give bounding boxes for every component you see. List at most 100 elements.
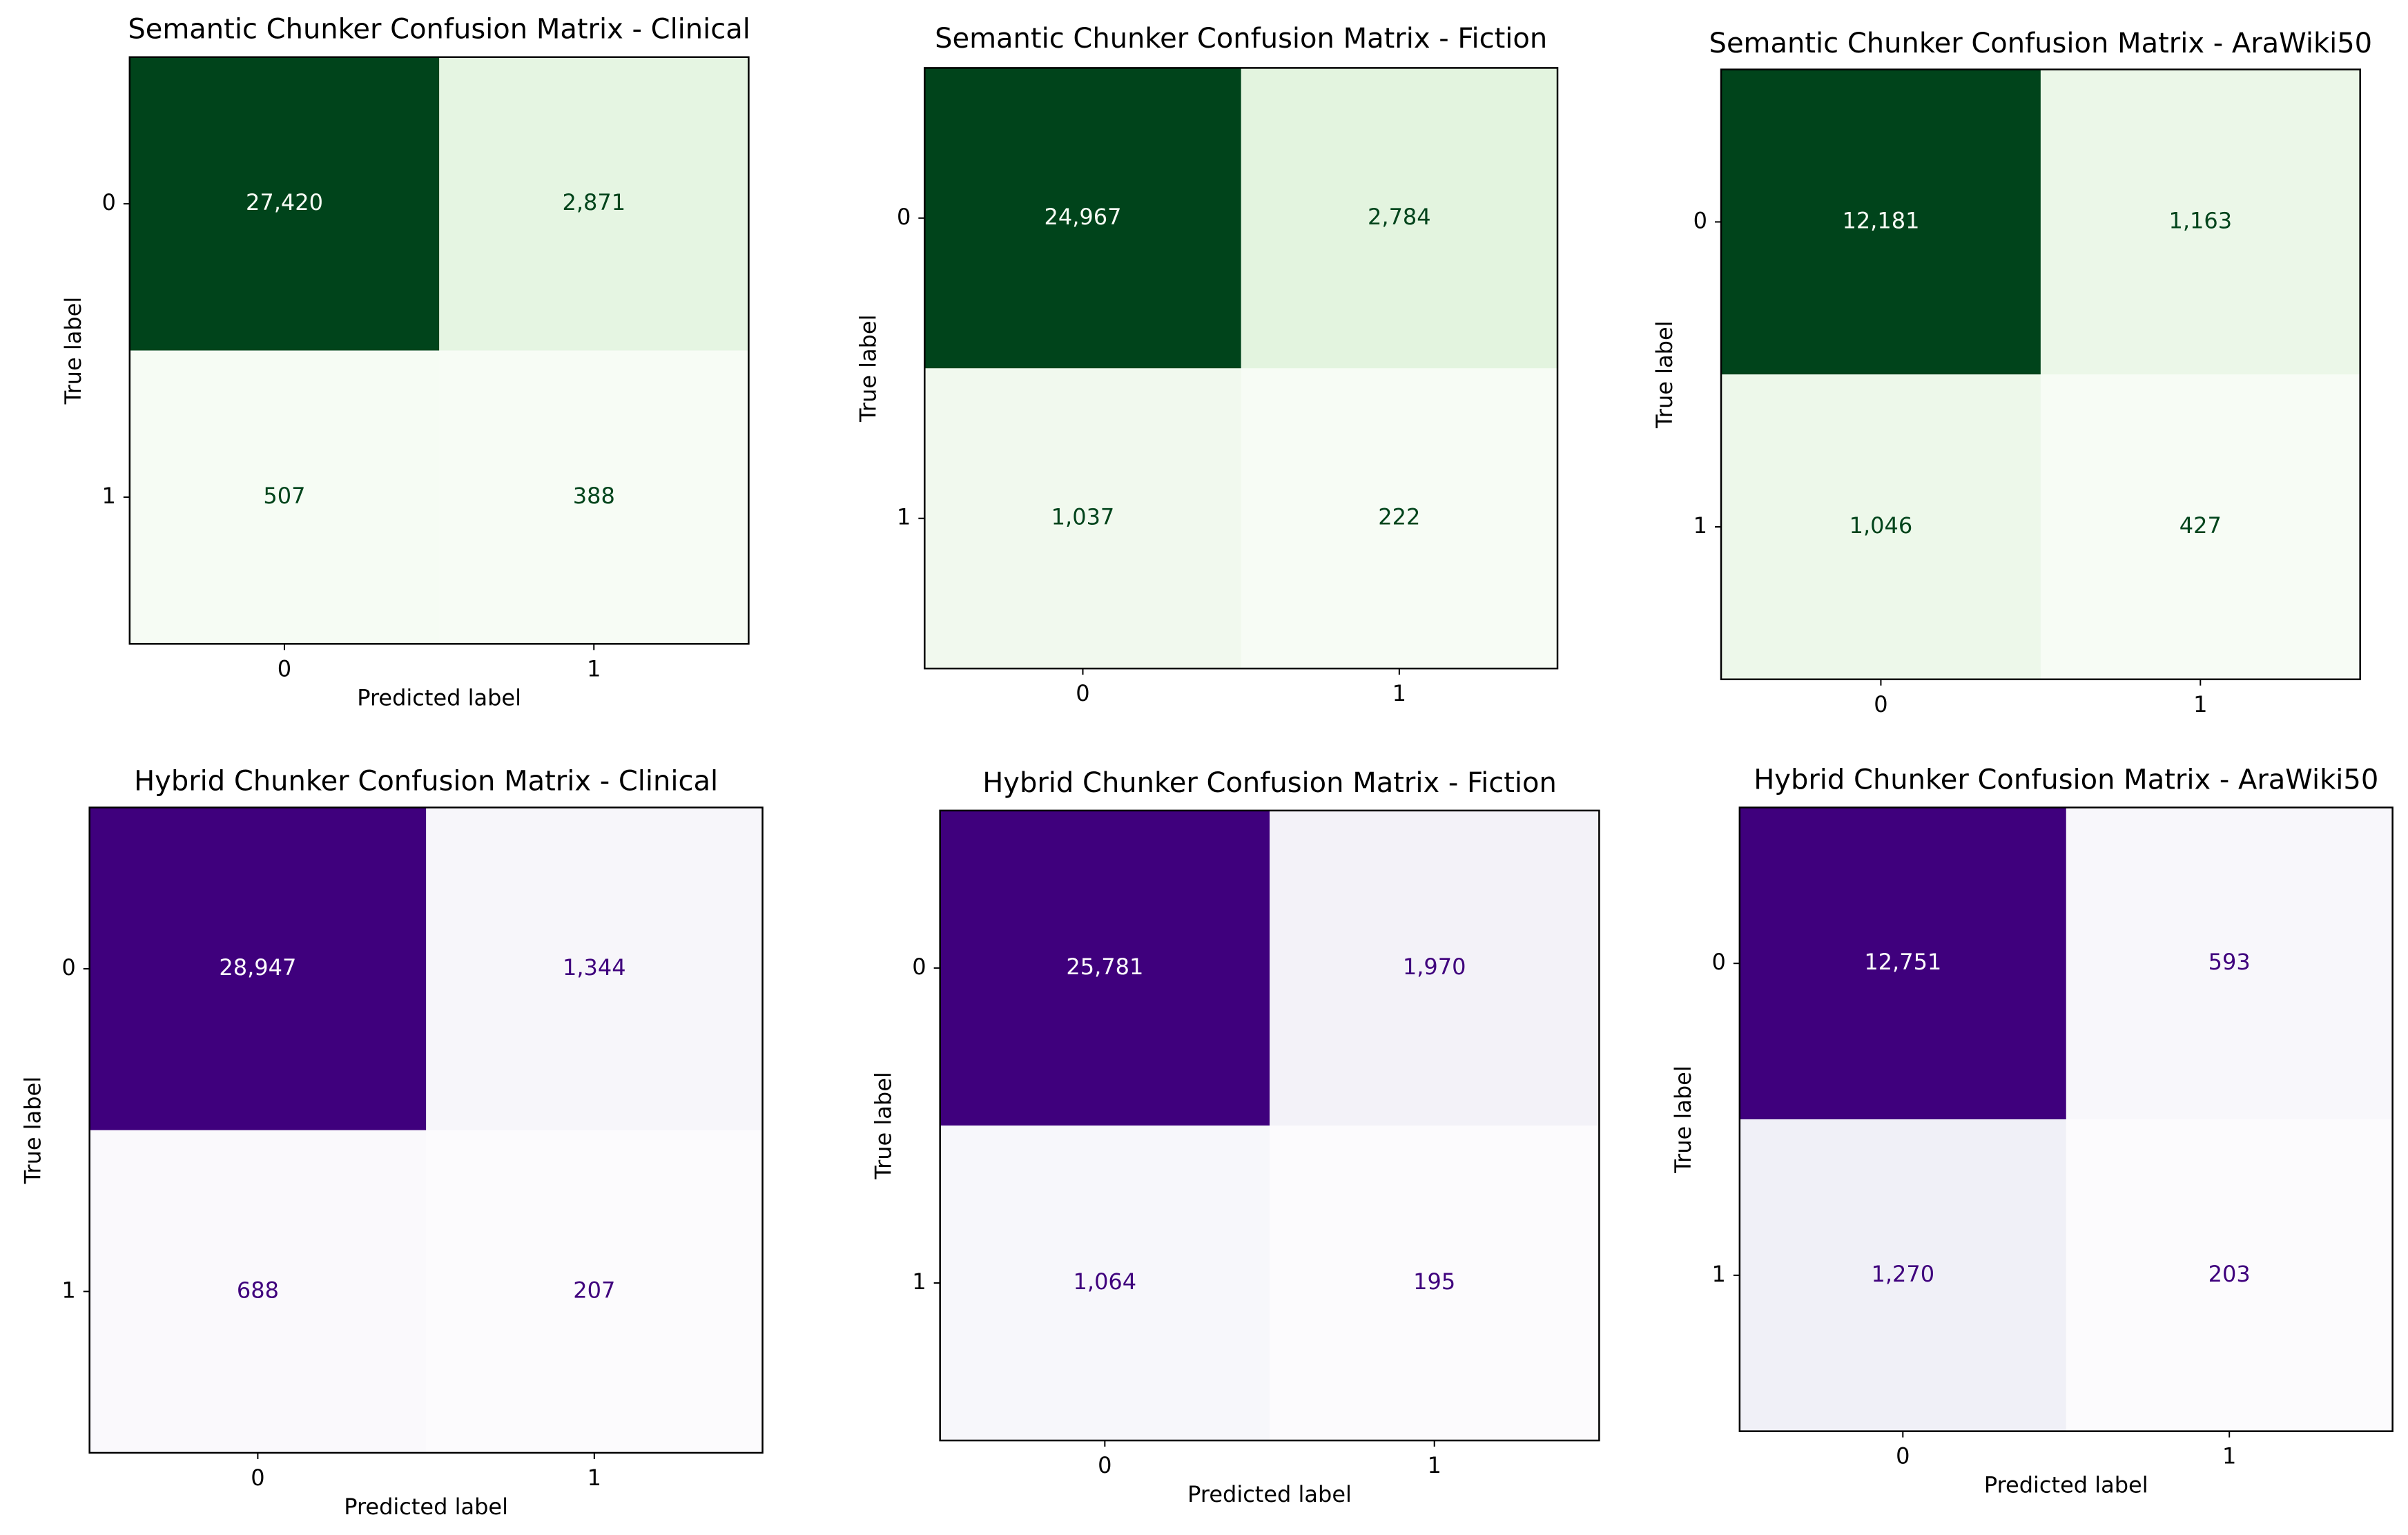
heatmap-cell [1270,1125,1600,1441]
heatmap-cell [89,1130,427,1454]
x-tick-label: 1 [588,1465,601,1491]
cell-value-label: 1,344 [563,954,626,981]
heatmap-panel: Hybrid Chunker Confusion Matrix - AraWik… [1670,764,2394,1498]
x-tick-label: 1 [2222,1443,2236,1469]
panel-title: Semantic Chunker Confusion Matrix - AraW… [1709,28,2373,59]
cell-value-label: 195 [1413,1268,1455,1295]
cell-value-label: 24,967 [1044,204,1121,230]
x-axis-label: Predicted label [1187,1481,1352,1507]
heatmap-cell [1241,368,1558,669]
x-tick-label: 0 [251,1465,264,1491]
axes-frame [924,67,1559,670]
y-axis-label: True label [1670,1065,1696,1174]
panel-title: Hybrid Chunker Confusion Matrix - Clinic… [134,766,718,798]
heatmap-panel: Hybrid Chunker Confusion Matrix - Fictio… [871,767,1600,1507]
y-axis-label: True label [60,297,86,405]
x-tick-label: 0 [1896,1443,1910,1469]
axes-frame [1738,807,2394,1432]
cell-value-label: 427 [2179,512,2222,539]
heatmap-cell [1721,69,2041,375]
x-tick-label: 1 [587,655,601,682]
heatmap-cell [924,368,1242,669]
cell-value-label: 1,046 [1849,512,1913,539]
y-tick-label: 1 [897,504,911,530]
x-tick-label: 1 [1428,1452,1441,1478]
axes-frame [88,807,764,1454]
heatmap-cell [2066,807,2394,1120]
y-tick-label: 1 [1711,1261,1725,1287]
heatmap-cell [1739,1119,2067,1432]
y-axis-label: True label [855,314,881,423]
cell-value-label: 1,037 [1051,504,1115,530]
heatmap-cell [2040,374,2361,680]
cell-value-label: 593 [2208,949,2251,975]
cell-value-label: 207 [573,1277,615,1303]
axes-frame [128,56,750,645]
heatmap-cell [129,350,440,644]
y-tick-label: 1 [101,483,115,509]
heatmap-cell [89,807,427,1131]
heatmap-cell [439,350,749,644]
heatmap-cell [924,68,1242,369]
y-axis-label: True label [20,1077,46,1185]
heatmap-cell [1241,68,1558,369]
cell-value-label: 1,970 [1403,954,1466,980]
heatmap-cell [2066,1119,2394,1432]
panel-title: Hybrid Chunker Confusion Matrix - Fictio… [982,767,1557,799]
heatmap-panel: Semantic Chunker Confusion Matrix - AraW… [1651,28,2372,717]
heatmap-cell [129,57,440,351]
panel-title: Semantic Chunker Confusion Matrix - Fict… [935,23,1547,55]
x-axis-label: Predicted label [1984,1472,2148,1498]
heatmap-cell [426,807,764,1131]
cell-value-label: 507 [263,483,305,509]
heatmap-cell [1270,810,1600,1126]
y-tick-label: 0 [1711,949,1725,975]
cell-value-label: 25,781 [1066,954,1143,980]
x-axis-label: Predicted label [357,684,521,711]
y-tick-label: 0 [61,954,75,981]
x-axis-label: Predicted label [344,1494,508,1520]
cell-value-label: 12,181 [1842,207,1919,233]
heatmap-panel: Semantic Chunker Confusion Matrix - Clin… [60,14,750,711]
axes-frame [1720,68,2361,681]
cell-value-label: 1,270 [1871,1261,1934,1287]
heatmap-cell [1739,807,2067,1120]
x-tick-label: 0 [1076,680,1089,706]
y-tick-label: 0 [1693,207,1707,233]
panel-title: Semantic Chunker Confusion Matrix - Clin… [128,14,750,46]
heatmap-cell [940,1125,1270,1441]
y-axis-label: True label [1651,320,1678,429]
cell-value-label: 2,784 [1368,204,1431,230]
heatmap-cell [439,57,749,351]
cell-value-label: 12,751 [1864,949,1941,975]
heatmap-cell [426,1130,764,1454]
heatmap-panel: Hybrid Chunker Confusion Matrix - Clinic… [20,766,764,1520]
y-tick-label: 0 [101,189,115,215]
y-axis-label: True label [871,1072,897,1180]
y-tick-label: 1 [912,1268,926,1295]
heatmap-panel: Semantic Chunker Confusion Matrix - Fict… [855,23,1559,706]
cell-value-label: 28,947 [219,954,296,981]
y-tick-label: 1 [1693,512,1707,539]
panel-title: Hybrid Chunker Confusion Matrix - AraWik… [1754,764,2378,795]
heatmap-cell [940,810,1270,1126]
heatmap-cell [2040,69,2361,375]
x-tick-label: 1 [2193,691,2207,717]
axes-frame [939,809,1600,1442]
x-tick-label: 0 [278,655,291,682]
cell-value-label: 2,871 [562,189,625,215]
y-tick-label: 1 [61,1277,75,1303]
heatmap-cell [1721,374,2041,680]
x-tick-label: 0 [1874,691,1887,717]
y-tick-label: 0 [912,954,926,980]
y-tick-label: 0 [897,204,911,230]
cell-value-label: 688 [237,1277,279,1303]
cell-value-label: 1,064 [1074,1268,1137,1295]
cell-value-label: 203 [2208,1261,2251,1287]
cell-value-label: 27,420 [246,189,323,215]
cell-value-label: 222 [1378,504,1420,530]
cell-value-label: 1,163 [2168,207,2232,233]
x-tick-label: 0 [1098,1452,1111,1478]
